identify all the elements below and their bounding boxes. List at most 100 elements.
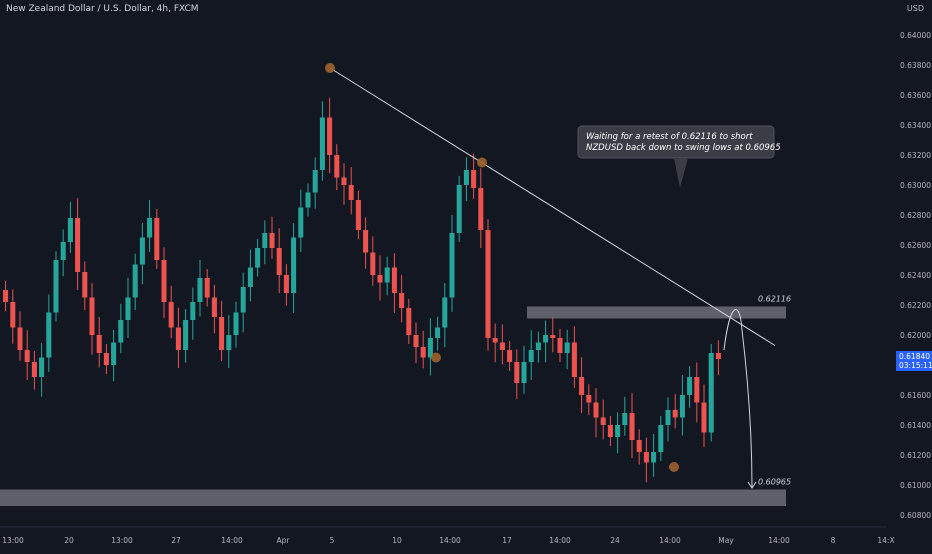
candle-body: [255, 248, 261, 268]
y-tick-label: 0.63200: [900, 151, 931, 160]
candle-body: [240, 287, 246, 313]
trendline: [329, 67, 776, 346]
current-price-tag: [896, 351, 932, 371]
candle-body: [507, 350, 513, 362]
candle-body: [622, 413, 628, 425]
projection-path: [723, 309, 753, 489]
candle-body: [334, 155, 340, 178]
candle-body: [528, 350, 534, 362]
candle-body: [96, 335, 102, 353]
candle-body: [276, 248, 282, 275]
candle-body: [291, 237, 297, 293]
candle-body: [204, 278, 210, 298]
swing-point-marker: [477, 157, 487, 168]
candle-body: [31, 362, 37, 377]
candle-body: [586, 395, 592, 403]
candle-body: [651, 452, 657, 463]
swing-point-marker: [431, 352, 441, 363]
x-tick-label: 27: [171, 536, 181, 545]
candle-body: [679, 395, 685, 418]
price-axis: [887, 0, 932, 550]
candle-body: [233, 312, 239, 335]
y-tick-label: 0.63000: [900, 181, 931, 190]
swing-point-marker: [325, 63, 335, 73]
candle-body: [211, 297, 217, 317]
x-tick-label: 10: [392, 536, 402, 545]
candle-body: [197, 278, 203, 302]
candle-body: [564, 342, 570, 353]
candle-body: [319, 117, 325, 170]
candle-body: [60, 242, 66, 260]
x-tick-label: Apr: [277, 536, 291, 545]
annotation-text-line: NZDUSD back down to swing lows at 0.6096…: [586, 143, 781, 153]
candle-body: [571, 342, 577, 377]
x-tick-label: 14:00: [221, 536, 243, 545]
candle-body: [341, 177, 347, 185]
y-tick-label: 0.62000: [900, 331, 931, 340]
candle-body: [550, 335, 556, 338]
candle-body: [478, 188, 484, 230]
x-tick-label: 14:00: [768, 536, 790, 545]
candle-body: [701, 402, 707, 433]
y-tick-label: 0.63400: [900, 121, 931, 130]
candle-body: [629, 413, 635, 440]
candle-body: [39, 357, 45, 377]
x-tick-label: 13:00: [2, 536, 24, 545]
candle-body: [521, 362, 527, 383]
y-tick-label: 0.60800: [900, 511, 931, 520]
candle-body: [89, 297, 95, 335]
candle-body: [492, 338, 498, 343]
candle-body: [579, 377, 585, 395]
candle-body: [168, 302, 174, 328]
swing-point-marker: [669, 462, 679, 472]
candle-body: [283, 275, 289, 293]
y-tick-label: 0.63800: [900, 61, 931, 70]
candle-body: [67, 218, 73, 242]
candle-body: [694, 377, 700, 403]
candle-body: [139, 237, 145, 265]
candle-body: [161, 260, 167, 302]
candle-body: [370, 252, 376, 275]
candle-body: [377, 275, 383, 283]
candle-body: [672, 410, 678, 418]
candle-body: [154, 218, 160, 260]
candle-body: [269, 233, 275, 248]
candle-body: [442, 297, 448, 328]
candle-body: [514, 362, 520, 383]
x-tick-label: 20: [64, 536, 74, 545]
zone-label: 0.62116: [758, 295, 791, 304]
zone-label: 0.60965: [758, 478, 791, 487]
candle-body: [103, 353, 109, 365]
candle-body: [183, 320, 189, 350]
y-tick-label: 0.61200: [900, 451, 931, 460]
candle-body: [427, 338, 433, 358]
projection-arrowhead: [747, 481, 757, 489]
y-tick-label: 0.63600: [900, 91, 931, 100]
candle-body: [406, 308, 412, 335]
candle-body: [3, 290, 9, 302]
candle-body: [24, 350, 30, 362]
candle-body: [132, 264, 138, 298]
x-tick-label: 14:00: [659, 536, 681, 545]
candle-body: [247, 267, 253, 287]
x-tick-label: 14:00: [549, 536, 571, 545]
candle-body: [17, 327, 23, 350]
zone-0.60965: [0, 489, 786, 506]
candle-body: [46, 312, 52, 358]
candle-body: [363, 230, 369, 253]
candle-body: [111, 342, 117, 365]
candle-body: [499, 342, 505, 350]
candle-body: [636, 440, 642, 452]
x-tick-label: 14:X: [877, 536, 894, 545]
x-tick-label: 5: [330, 536, 335, 545]
annotation-text-line: Waiting for a retest of 0.62116 to short: [586, 132, 753, 142]
candle-body: [687, 377, 693, 395]
candle-body: [262, 233, 268, 248]
annotation-bubble: [577, 125, 775, 159]
y-tick-label: 0.61000: [900, 481, 931, 490]
annotation-pointer: [674, 158, 688, 188]
candle-body: [75, 218, 81, 272]
